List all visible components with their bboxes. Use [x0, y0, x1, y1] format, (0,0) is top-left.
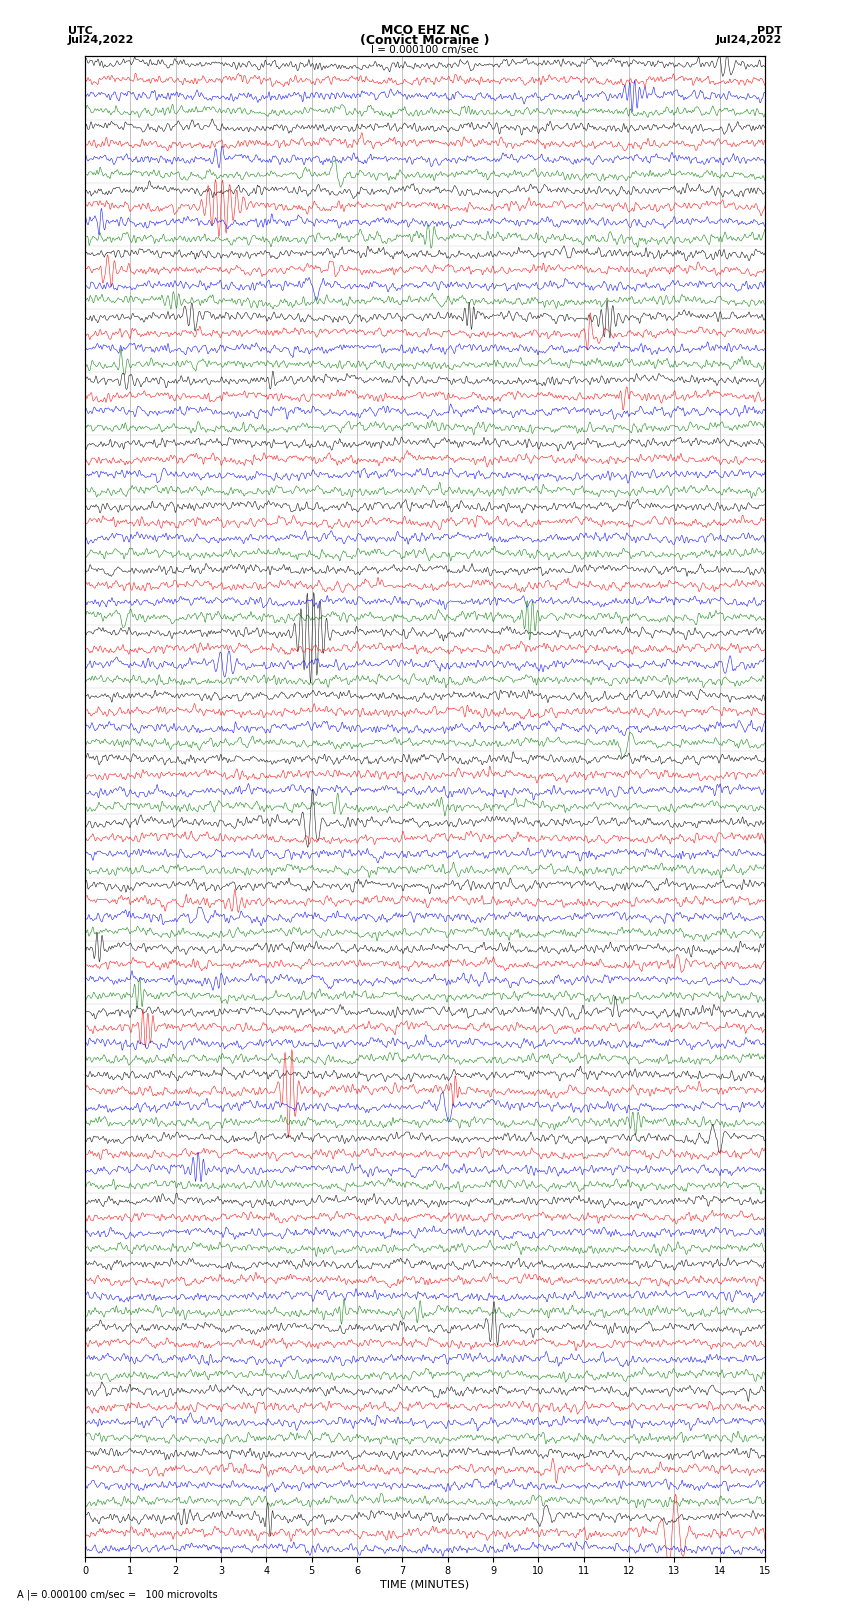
X-axis label: TIME (MINUTES): TIME (MINUTES) — [381, 1579, 469, 1589]
Text: Jul24,2022: Jul24,2022 — [716, 35, 782, 45]
Text: Jul24,2022: Jul24,2022 — [68, 35, 134, 45]
Text: (Convict Moraine ): (Convict Moraine ) — [360, 34, 490, 47]
Text: UTC: UTC — [68, 26, 93, 35]
Text: I = 0.000100 cm/sec: I = 0.000100 cm/sec — [371, 45, 479, 55]
Text: MCO EHZ NC: MCO EHZ NC — [381, 24, 469, 37]
Text: A |= 0.000100 cm/sec =   100 microvolts: A |= 0.000100 cm/sec = 100 microvolts — [17, 1589, 218, 1600]
Text: PDT: PDT — [756, 26, 782, 35]
